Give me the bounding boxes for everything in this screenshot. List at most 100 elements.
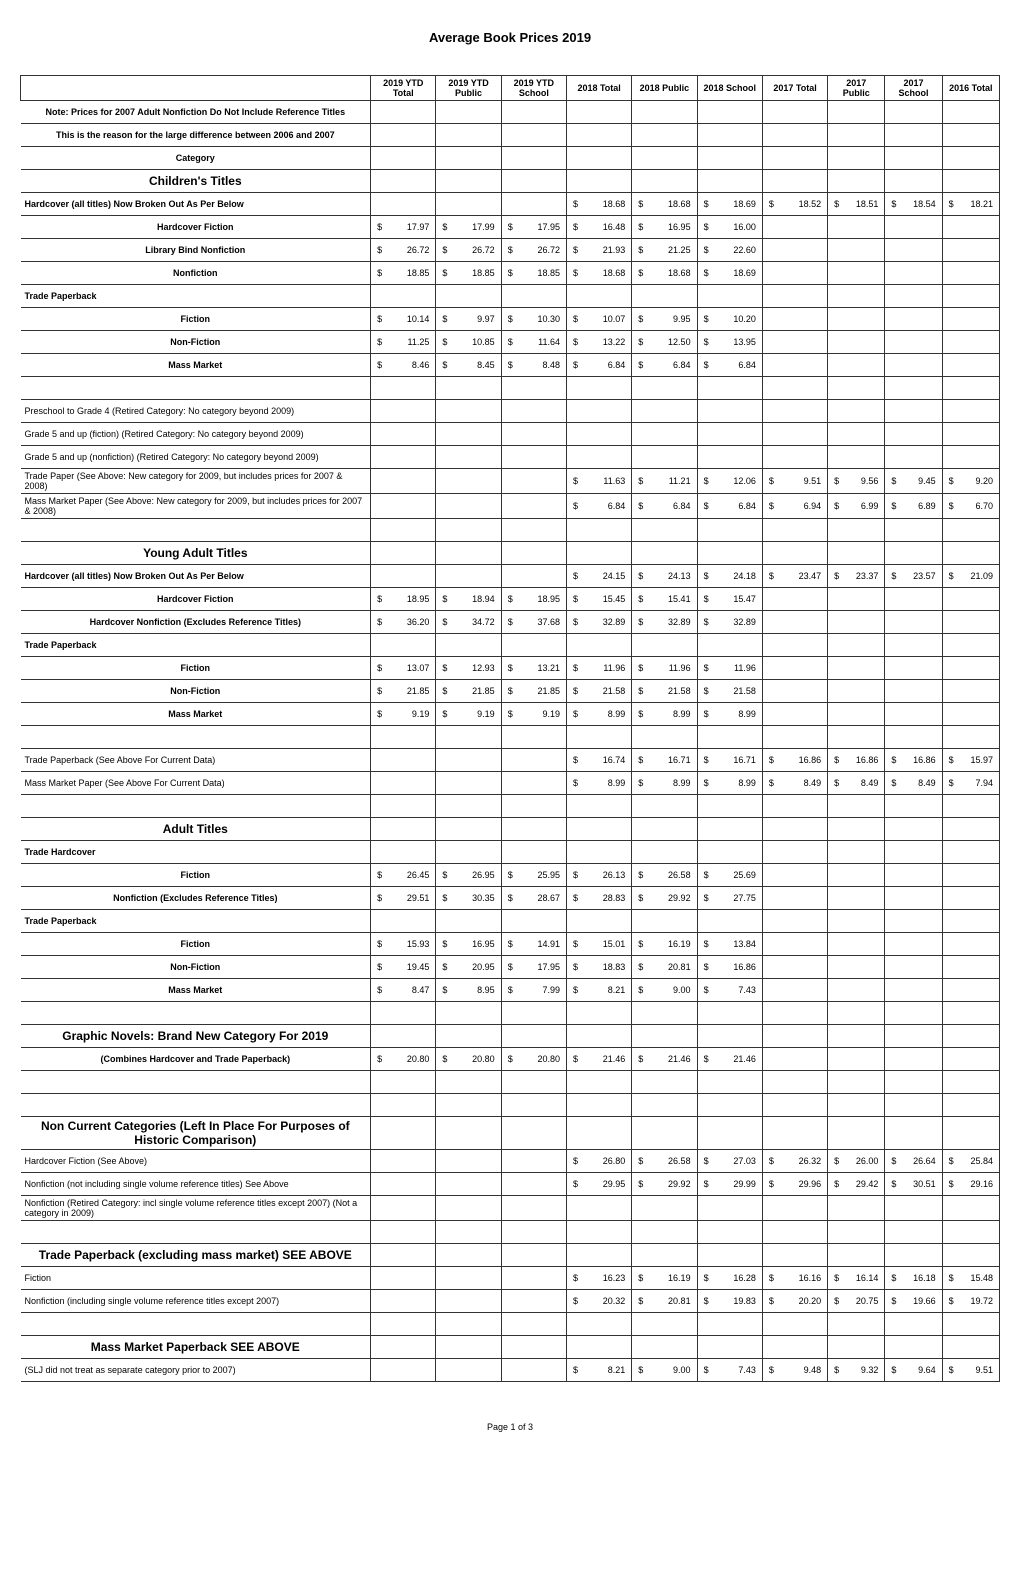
cell-value: 23.37 bbox=[856, 571, 881, 581]
cell bbox=[828, 1002, 885, 1025]
dollar-sign: $ bbox=[889, 199, 896, 209]
dollar-sign: $ bbox=[636, 1273, 643, 1283]
cell-value: 8.47 bbox=[412, 985, 432, 995]
cell: $8.45 bbox=[436, 354, 501, 377]
cell bbox=[632, 377, 697, 400]
table-row: Trade Paperback bbox=[21, 285, 1000, 308]
cell bbox=[371, 170, 436, 193]
table-row: Non Current Categories (Left In Place Fo… bbox=[21, 1117, 1000, 1150]
cell bbox=[942, 1094, 999, 1117]
cell bbox=[697, 285, 762, 308]
cell bbox=[828, 795, 885, 818]
cell-value: 9.19 bbox=[412, 709, 432, 719]
cell: $23.57 bbox=[885, 565, 942, 588]
cell-value: 15.01 bbox=[603, 939, 628, 949]
cell bbox=[762, 1002, 827, 1025]
row-label bbox=[21, 1313, 371, 1336]
cell: $8.46 bbox=[371, 354, 436, 377]
cell: $26.45 bbox=[371, 864, 436, 887]
row-label: Grade 5 and up (fiction) (Retired Catego… bbox=[21, 423, 371, 446]
cell: $18.52 bbox=[762, 193, 827, 216]
dollar-sign: $ bbox=[702, 199, 709, 209]
dollar-sign: $ bbox=[947, 501, 954, 511]
cell bbox=[942, 726, 999, 749]
cell bbox=[632, 147, 697, 170]
dollar-sign: $ bbox=[375, 962, 382, 972]
cell bbox=[885, 216, 942, 239]
cell: $15.45 bbox=[566, 588, 631, 611]
cell: $8.21 bbox=[566, 1359, 631, 1382]
cell bbox=[436, 1071, 501, 1094]
cell: $26.80 bbox=[566, 1150, 631, 1173]
cell-value: 6.84 bbox=[738, 360, 758, 370]
cell: $8.49 bbox=[885, 772, 942, 795]
row-label: Nonfiction (Excludes Reference Titles) bbox=[21, 887, 371, 910]
cell-value: 6.84 bbox=[608, 501, 628, 511]
cell bbox=[885, 956, 942, 979]
cell bbox=[885, 542, 942, 565]
table-body: Note: Prices for 2007 Adult Nonfiction D… bbox=[21, 101, 1000, 1382]
cell: $11.63 bbox=[566, 469, 631, 494]
cell bbox=[566, 818, 631, 841]
table-row: Hardcover Nonfiction (Excludes Reference… bbox=[21, 611, 1000, 634]
cell: $13.95 bbox=[697, 331, 762, 354]
dollar-sign: $ bbox=[375, 268, 382, 278]
table-row bbox=[21, 795, 1000, 818]
cell: $15.93 bbox=[371, 933, 436, 956]
cell bbox=[828, 979, 885, 1002]
cell-value: 9.56 bbox=[861, 476, 881, 486]
table-row bbox=[21, 377, 1000, 400]
cell-value: 19.72 bbox=[970, 1296, 995, 1306]
cell: $32.89 bbox=[566, 611, 631, 634]
cell bbox=[632, 423, 697, 446]
cell bbox=[762, 331, 827, 354]
cell: $12.93 bbox=[436, 657, 501, 680]
cell: $32.89 bbox=[697, 611, 762, 634]
cell bbox=[942, 101, 999, 124]
dollar-sign: $ bbox=[702, 245, 709, 255]
cell bbox=[828, 611, 885, 634]
cell bbox=[566, 1196, 631, 1221]
cell bbox=[885, 1071, 942, 1094]
cell-value: 20.80 bbox=[407, 1054, 432, 1064]
cell: $7.43 bbox=[697, 979, 762, 1002]
cell-value: 7.43 bbox=[738, 1365, 758, 1375]
cell-value: 16.95 bbox=[472, 939, 497, 949]
cell: $19.66 bbox=[885, 1290, 942, 1313]
cell-value: 20.81 bbox=[668, 962, 693, 972]
cell bbox=[762, 818, 827, 841]
cell: $13.22 bbox=[566, 331, 631, 354]
cell-value: 12.06 bbox=[733, 476, 758, 486]
cell bbox=[828, 680, 885, 703]
cell bbox=[942, 841, 999, 864]
cell bbox=[566, 1025, 631, 1048]
cell: $19.72 bbox=[942, 1290, 999, 1313]
cell bbox=[501, 170, 566, 193]
cell bbox=[436, 400, 501, 423]
cell-value: 27.75 bbox=[733, 893, 758, 903]
cell bbox=[885, 657, 942, 680]
cell bbox=[501, 1244, 566, 1267]
cell: $9.95 bbox=[632, 308, 697, 331]
cell-value: 24.13 bbox=[668, 571, 693, 581]
dollar-sign: $ bbox=[571, 939, 578, 949]
dollar-sign: $ bbox=[636, 222, 643, 232]
cell-value: 20.75 bbox=[856, 1296, 881, 1306]
cell-value: 9.32 bbox=[861, 1365, 881, 1375]
cell bbox=[885, 1336, 942, 1359]
dollar-sign: $ bbox=[702, 1273, 709, 1283]
cell-value: 18.85 bbox=[407, 268, 432, 278]
cell-value: 21.93 bbox=[603, 245, 628, 255]
cell-value: 26.32 bbox=[799, 1156, 824, 1166]
cell bbox=[436, 469, 501, 494]
dollar-sign: $ bbox=[636, 1179, 643, 1189]
dollar-sign: $ bbox=[947, 1179, 954, 1189]
cell bbox=[371, 494, 436, 519]
cell bbox=[942, 864, 999, 887]
cell-value: 16.86 bbox=[856, 755, 881, 765]
dollar-sign: $ bbox=[571, 985, 578, 995]
cell-value: 26.72 bbox=[537, 245, 562, 255]
cell bbox=[632, 1002, 697, 1025]
cell: $36.20 bbox=[371, 611, 436, 634]
cell-value: 37.68 bbox=[537, 617, 562, 627]
